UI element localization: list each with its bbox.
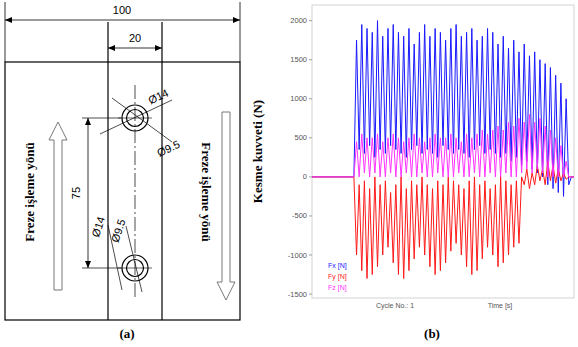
dimension-line — [88, 118, 89, 268]
dimension-label: 75 — [70, 187, 82, 199]
plot-frame — [312, 5, 574, 298]
dimension-line — [108, 48, 162, 49]
slot-edge — [161, 22, 162, 320]
y-tick — [309, 59, 312, 60]
series-group — [312, 21, 574, 279]
extension-line — [5, 2, 6, 62]
dimension-label: Ø14 — [146, 87, 170, 107]
y-tick — [309, 20, 312, 21]
chart-panel: -1500 -1000 -500 0 500 1000 1500 2000 Fx [N] Fy [… — [250, 5, 574, 341]
y-tick-label: 2000 — [290, 16, 307, 25]
axis-annotation: Time [s] — [488, 302, 513, 310]
extension-line — [240, 2, 241, 62]
slot-edge — [107, 22, 108, 320]
dimension-label: Ø9.5 — [109, 218, 128, 244]
panel-label: (a) — [119, 326, 134, 341]
leader — [100, 100, 172, 134]
direction-label: Freze işleme yönü — [22, 142, 37, 241]
drawing-panel: 1002075Ø14Ø9.5Ø14Ø9.5Freze işleme yönüFr… — [5, 2, 240, 341]
legend-entry: Fz [N] — [328, 284, 347, 292]
y-tick-label: 500 — [294, 133, 307, 142]
y-tick-label: -500 — [292, 211, 307, 220]
dimension-label: Ø9.5 — [155, 138, 182, 159]
y-tick — [309, 176, 312, 177]
y-tick — [309, 255, 312, 256]
y-tick-label: 1000 — [290, 94, 307, 103]
dimension-label: Ø14 — [89, 215, 107, 238]
y-tick-label: -1000 — [288, 251, 307, 260]
dimension-label: 100 — [113, 4, 131, 16]
figure: 1002075Ø14Ø9.5Ø14Ø9.5Freze işleme yönüFr… — [0, 0, 578, 347]
series-line — [312, 161, 574, 278]
series-line — [312, 21, 574, 197]
series-line — [312, 114, 574, 177]
y-axis-label: Kesme kuvveti (N) — [250, 100, 265, 203]
y-tick-label: 1500 — [290, 55, 307, 64]
center-mark — [118, 268, 152, 269]
legend: Fx [N] Fy [N] Fz [N] — [328, 262, 347, 292]
direction-label: Freze işleme yönü — [199, 142, 214, 241]
legend-entry: Fy [N] — [328, 273, 347, 281]
y-tick-label: -1500 — [288, 290, 307, 299]
y-tick-label: 0 — [303, 172, 307, 181]
y-tick — [309, 98, 312, 99]
dimension-label: 20 — [129, 32, 141, 44]
axis-annotation: Cycle No.: 1 — [376, 302, 414, 310]
direction-arrow — [49, 122, 67, 290]
y-tick — [309, 294, 312, 295]
legend-entry: Fx [N] — [328, 262, 347, 270]
y-tick — [309, 137, 312, 138]
direction-arrow — [217, 112, 235, 300]
panel-label: (b) — [424, 326, 440, 341]
y-tick — [309, 215, 312, 216]
leader — [126, 226, 142, 292]
dimension-line — [5, 20, 240, 21]
workpiece-outline — [5, 62, 240, 320]
leader — [112, 98, 172, 142]
